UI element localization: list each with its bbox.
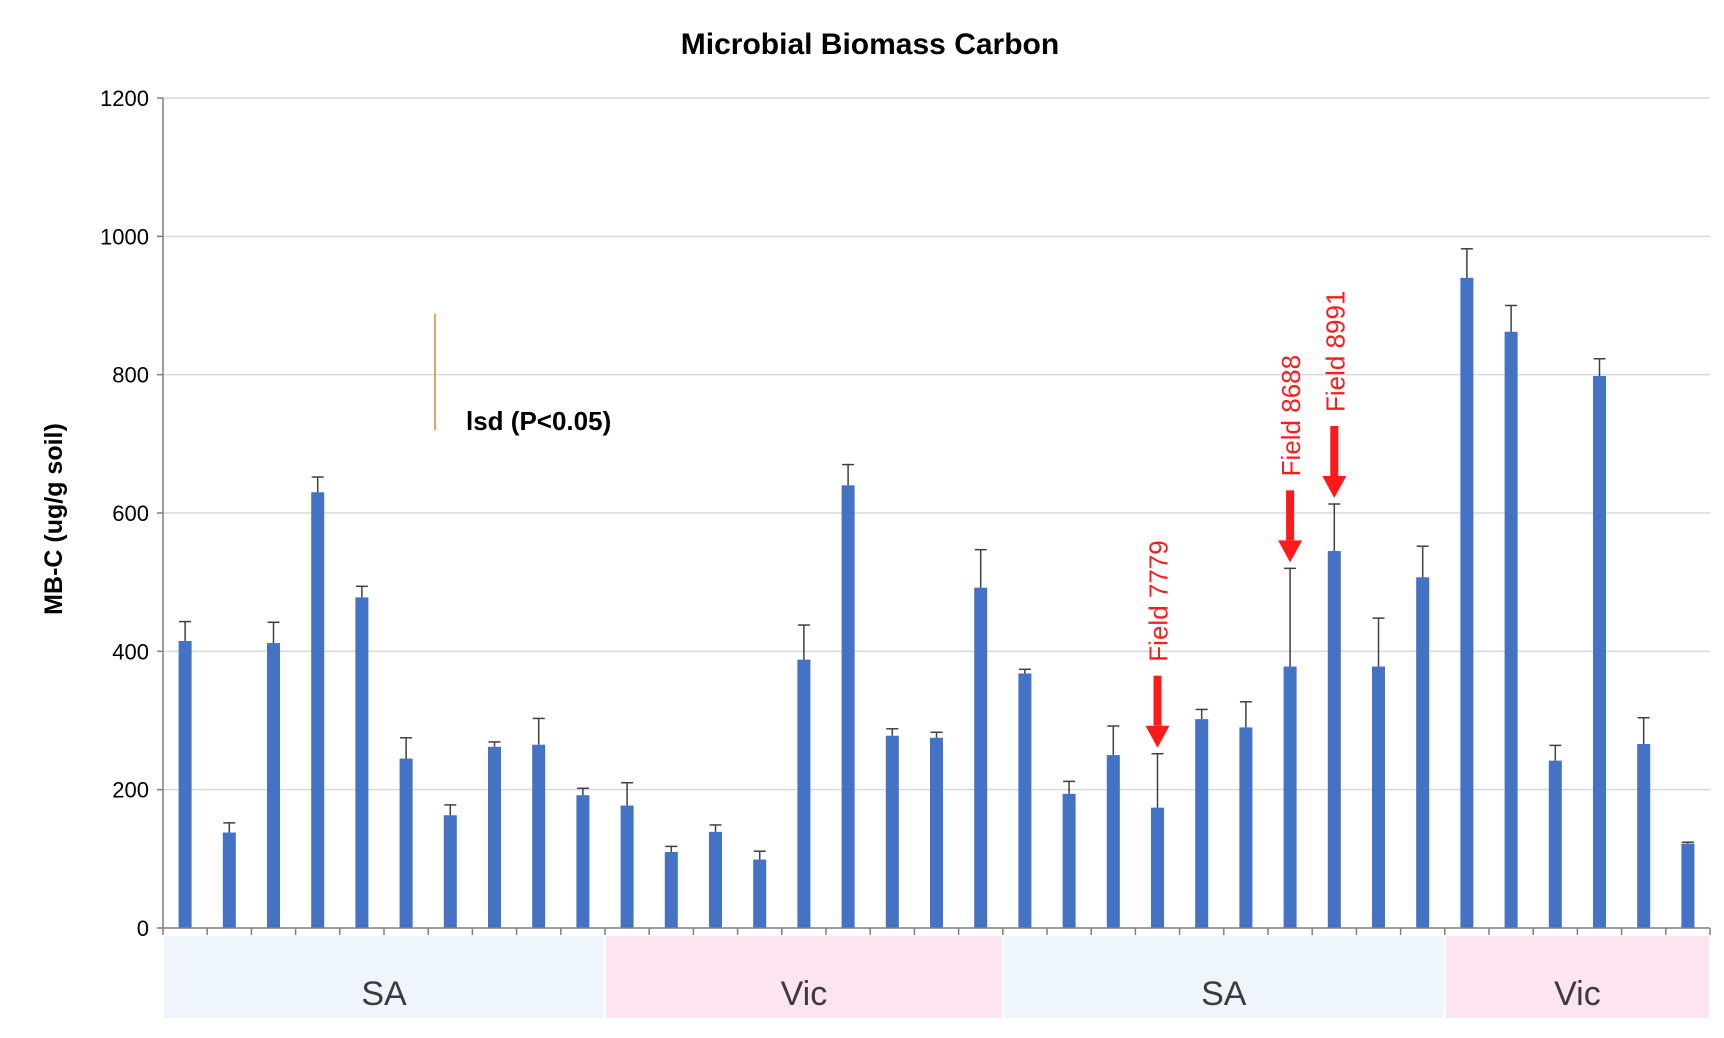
bar [1283,666,1297,928]
bars [178,248,1695,928]
bar [532,744,546,928]
region-label: SA [361,975,407,1013]
bar [753,859,767,928]
bar [1681,843,1695,928]
bar [709,831,722,928]
bar [1018,673,1032,928]
annotation-label: Field 8688 [1276,355,1306,476]
bar [664,851,678,928]
chart-title: Microbial Biomass Carbon [681,28,1059,61]
region-band [1445,936,1709,1018]
bar [1151,807,1164,928]
y-tick-label: 1200 [100,86,149,111]
bar [222,832,236,928]
annotation-arrow-head [1322,476,1347,499]
annotation-arrow-head [1145,725,1170,748]
bar [399,758,413,928]
bar [1504,331,1518,928]
region-band [164,936,604,1018]
bar [1593,376,1606,928]
bar [267,643,280,928]
annotation-arrow-shaft [1330,426,1339,477]
bar [974,587,988,928]
y-tick-label: 800 [112,363,149,388]
bar [576,795,590,928]
axes: 0 200 400 600 800 1000 1200 [100,86,1711,941]
bar [885,735,899,928]
bar [841,485,855,928]
y-tick-label: 400 [112,639,149,664]
lsd-label: lsd (P<0.05) [466,406,611,436]
annotation-label: Field 8991 [1320,291,1350,412]
bar [1327,551,1341,928]
annotation-arrow-head [1278,540,1303,563]
bar [178,640,192,928]
bar [620,805,634,928]
bar [1062,793,1076,928]
bar [797,659,811,928]
region-label: Vic [1554,975,1601,1013]
bar [1106,755,1120,928]
annotation-arrow-shaft [1286,490,1295,541]
y-tick-label: 1000 [100,224,149,249]
region-band [1003,936,1444,1018]
bar [311,492,325,928]
bar [930,737,943,928]
y-tick-label: 200 [112,778,149,803]
lsd-marker: lsd (P<0.05) [434,313,611,436]
y-axis-label: MB-C (ug/g soil) [40,423,68,615]
region-bands: SA Vic SA Vic [164,936,1709,1018]
bar [1637,744,1651,928]
bar [1416,577,1430,928]
bar [1195,719,1209,928]
bar [443,815,457,928]
y-tick-label: 0 [137,916,149,941]
bar [1460,277,1474,928]
bar [1372,666,1385,928]
bar [488,746,501,928]
y-tick-label: 600 [112,501,149,526]
region-label: Vic [781,975,828,1013]
annotation-arrow-shaft [1153,675,1162,726]
bar [1548,760,1562,928]
bar [355,597,369,928]
region-label: SA [1201,975,1247,1013]
gridlines [163,97,1710,791]
region-band [606,936,1002,1018]
bar [1239,727,1253,928]
annotation-label: Field 7779 [1144,540,1174,661]
field-annotations: Field 7779 Field 8688 Field 8991 [1144,291,1350,748]
